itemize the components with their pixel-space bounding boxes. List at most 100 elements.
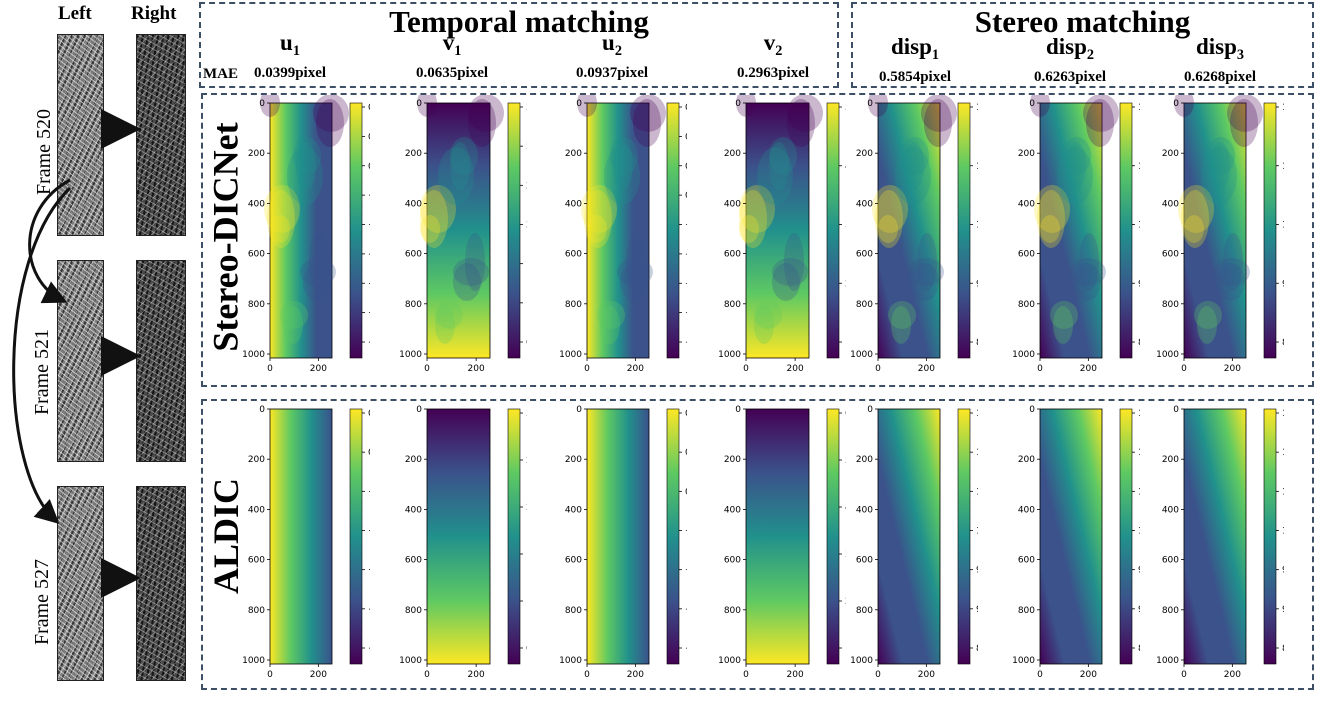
field-texture	[739, 215, 759, 243]
field-plot-r0-c4: 02004006008001000020012111098	[850, 95, 978, 374]
field-texture	[1086, 99, 1114, 147]
field-texture	[739, 190, 767, 248]
colorbar-tick-label: 10	[976, 221, 978, 231]
right-camera-label: Right	[131, 3, 177, 24]
y-tick-label: 0	[416, 99, 422, 109]
field-texture	[300, 258, 336, 286]
y-tick-label: 1000	[850, 656, 873, 666]
colorbar-tick-label: 0.3	[685, 103, 687, 113]
y-tick-label: 800	[1018, 606, 1035, 616]
field-image	[586, 408, 650, 665]
colorbar-tick-label: −0.25	[368, 309, 370, 319]
field-texture	[267, 190, 295, 248]
colorbar-tick-label: 1.0	[526, 597, 527, 607]
frame-520-left-image	[57, 34, 104, 236]
field-texture	[316, 99, 344, 147]
column-symbol-subscript: 3	[1236, 46, 1245, 63]
column-header-0: u1 0.0399pixel	[220, 30, 360, 82]
field-texture	[287, 147, 323, 205]
field-image	[269, 102, 333, 359]
colorbar-tick-label: −0.2	[685, 250, 687, 260]
x-tick-label: 0	[267, 670, 273, 680]
colorbar-tick-label: −0.5	[685, 338, 687, 348]
field-texture	[924, 99, 952, 147]
field-texture	[1034, 185, 1070, 233]
colorbar-tick-label: 6	[845, 409, 846, 419]
stereo-matching-box: Stereo matching	[851, 2, 1314, 88]
field-texture	[1040, 215, 1060, 243]
field-image	[745, 102, 810, 359]
colorbar	[1119, 102, 1133, 359]
column-symbol: u2	[542, 30, 682, 59]
y-tick-label: 200	[565, 149, 582, 159]
colorbar-tick-label: 4	[845, 503, 846, 513]
field-texture	[1214, 258, 1250, 286]
colorbar-tick-label: 10.0	[1282, 527, 1284, 537]
x-tick-label: 200	[310, 670, 327, 680]
colorbar-tick-label: 9.5	[1282, 566, 1284, 576]
y-tick-label: 600	[248, 250, 265, 260]
field-texture	[600, 306, 620, 344]
field-texture	[769, 137, 797, 175]
field-texture	[435, 306, 455, 344]
colorbar-tick-label: −0.3	[685, 279, 687, 289]
field-image	[1183, 102, 1247, 359]
colorbar-tick-label: 10.0	[976, 527, 978, 537]
field-texture	[1230, 99, 1258, 147]
colorbar-tick-label: 3.0	[526, 409, 527, 419]
field-texture	[1073, 263, 1101, 301]
y-tick-label: 400	[405, 199, 422, 209]
y-tick-label: 0	[259, 99, 265, 109]
field-texture	[1217, 263, 1245, 301]
y-tick-label: 400	[248, 505, 265, 515]
colorbar	[349, 408, 363, 665]
x-tick-label: 200	[1080, 670, 1097, 680]
colorbar-tick-label: 2	[845, 279, 846, 289]
colorbar-tick-label: 3.5	[526, 103, 527, 113]
x-tick-label: 200	[1080, 364, 1097, 374]
field-image	[426, 102, 491, 359]
y-tick-label: 200	[248, 455, 265, 465]
field-image	[269, 408, 333, 665]
column-symbol-subscript: 2	[614, 42, 622, 59]
colorbar-tick-label: 10.5	[1138, 487, 1140, 497]
y-tick-label: 600	[1018, 250, 1035, 260]
colorbar-tick-label: 0.1	[685, 162, 687, 172]
temporal-arrow-527	[12, 186, 72, 525]
y-tick-label: 800	[248, 606, 265, 616]
x-tick-label: 0	[1181, 670, 1187, 680]
field-texture	[630, 95, 666, 132]
column-symbol-subscript: 1	[931, 46, 940, 63]
colorbar	[666, 408, 680, 665]
colorbar-tick-label: 12	[1282, 103, 1284, 113]
column-header-4: disp1 0.5854pixel	[845, 34, 985, 86]
field-texture	[283, 306, 303, 344]
field-plot-r0-c3: 02004006008001000020054321	[718, 95, 846, 374]
field-texture	[280, 301, 308, 329]
colorbar-tick-label: −0.1	[685, 527, 687, 537]
field-texture	[739, 185, 775, 233]
y-tick-label: 400	[1018, 199, 1035, 209]
colorbar-tick-label: −0.10	[368, 527, 370, 537]
field-texture	[1194, 301, 1222, 329]
y-tick-label: 800	[405, 300, 422, 310]
field-texture	[769, 142, 789, 190]
field-texture	[908, 258, 944, 286]
field-texture	[868, 95, 888, 117]
x-tick-label: 200	[1224, 670, 1241, 680]
field-texture	[754, 306, 774, 344]
x-tick-label: 200	[310, 364, 327, 374]
field-texture	[1079, 233, 1099, 291]
x-tick-label: 200	[787, 364, 804, 374]
colorbar-tick-label: 8.5	[1282, 644, 1284, 654]
colorbar-tick-label: 11	[1138, 162, 1140, 172]
colorbar-tick-label: 8.5	[1138, 644, 1140, 654]
y-tick-label: 800	[248, 300, 265, 310]
colorbar-tick-label: 1.5	[526, 550, 527, 560]
field-image	[426, 408, 491, 665]
field-plot-r1-c1: 0200400600800100002003.02.52.01.51.00.5	[399, 405, 527, 680]
column-header-2: u2 0.0937pixel	[542, 30, 682, 82]
field-texture	[772, 258, 808, 286]
y-tick-label: 0	[1173, 99, 1179, 109]
x-tick-label: 0	[1037, 670, 1043, 680]
